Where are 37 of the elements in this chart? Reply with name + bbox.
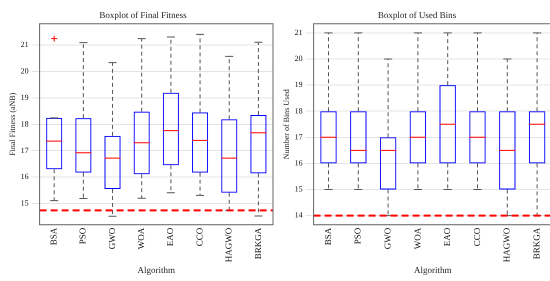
y-tick-label: 21: [294, 28, 303, 38]
x-tick-label: EAO: [442, 227, 452, 246]
y-axis-title: Number of Bins Used: [282, 89, 291, 160]
y-tick-label: 14: [294, 210, 303, 220]
x-axis-title: Algorithm: [138, 264, 176, 275]
y-tick-label: 16: [20, 172, 29, 182]
x-tick-label: WOA: [136, 227, 146, 250]
x-tick-label: BRKGA: [531, 227, 542, 260]
y-axis-title: Final Fitness (aNB): [8, 92, 17, 156]
x-tick-label: CCO: [472, 227, 482, 246]
x-tick-label: CCO: [194, 227, 204, 246]
x-tick-label: BSA: [322, 227, 333, 246]
x-tick-label: GWO: [382, 227, 392, 250]
x-tick-label: BRKGA: [252, 227, 263, 260]
chart-title: Boxplot of Final Fitness: [99, 10, 188, 20]
x-tick-label: HAGWO: [502, 227, 512, 262]
y-tick-label: 17: [294, 132, 303, 142]
y-tick-label: 17: [20, 146, 29, 155]
x-tick-label: HAGWO: [224, 227, 234, 262]
x-axis-title: Algorithm: [414, 264, 452, 275]
y-tick-label: 18: [294, 106, 303, 116]
y-tick-label: 18: [20, 119, 29, 128]
y-tick-label: 15: [294, 184, 303, 194]
x-tick-label: BSA: [48, 227, 59, 246]
y-tick-label: 19: [294, 80, 303, 90]
x-tick-label: PSO: [352, 227, 363, 244]
x-tick-label: EAO: [165, 227, 176, 246]
chart-title: Boxplot of Used Bins: [378, 10, 457, 20]
x-tick-label: PSO: [78, 227, 88, 244]
y-tick-label: 19: [20, 92, 29, 102]
y-tick-label: 15: [20, 198, 29, 208]
y-tick-label: 20: [20, 66, 29, 76]
x-tick-label: WOA: [412, 227, 422, 250]
y-tick-label: 16: [294, 158, 303, 168]
y-tick-label: 20: [294, 54, 303, 64]
y-tick-label: 21: [20, 40, 29, 50]
x-tick-label: GWO: [106, 227, 117, 250]
